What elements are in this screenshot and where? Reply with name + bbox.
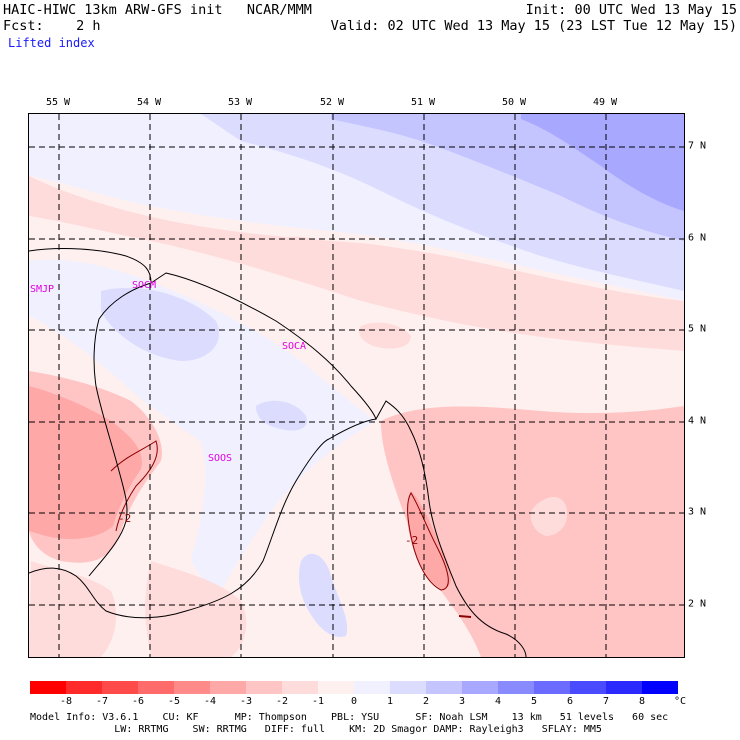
- colorbar-swatch: [642, 681, 678, 694]
- lat-label: 6 N: [688, 232, 707, 244]
- lat-label: 3 N: [688, 506, 707, 518]
- lon-label: 52 W: [319, 97, 345, 108]
- colorbar-tick-label: -2: [275, 696, 289, 707]
- colorbar-tick-label: -5: [167, 696, 181, 707]
- lon-label: 53 W: [227, 97, 253, 108]
- colorbar-tick-label: 8: [638, 696, 646, 707]
- station-socm: SOCM: [132, 280, 157, 291]
- colorbar-swatch: [570, 681, 606, 694]
- colorbar-swatch: [390, 681, 426, 694]
- colorbar-tick-label: 5: [530, 696, 538, 707]
- lifted-index-map: [28, 113, 685, 658]
- colorbar: [30, 681, 678, 694]
- colorbar-swatch: [462, 681, 498, 694]
- station-smjp: SMJP: [30, 284, 55, 295]
- colorbar-swatch: [174, 681, 210, 694]
- field-name: Lifted index: [8, 36, 95, 50]
- colorbar-tick-label: -4: [203, 696, 217, 707]
- contour-label: -2: [118, 512, 132, 525]
- colorbar-swatch: [426, 681, 462, 694]
- colorbar-tick-label: 0: [350, 696, 358, 707]
- colorbar-tick-label: -6: [131, 696, 145, 707]
- title-line1: HAIC-HIWC 13km ARW-GFS init NCAR/MMM: [3, 2, 312, 18]
- lon-label: 55 W: [45, 97, 71, 108]
- station-soos: SOOS: [208, 453, 233, 464]
- colorbar-swatch: [102, 681, 138, 694]
- colorbar-swatch: [66, 681, 102, 694]
- colorbar-tick-label: -8: [59, 696, 73, 707]
- colorbar-swatch: [354, 681, 390, 694]
- forecast-hour: Fcst: 2 h: [3, 18, 101, 34]
- valid-time: Valid: 02 UTC Wed 13 May 15 (23 LST Tue …: [330, 18, 737, 34]
- model-info-line2: LW: RRTMG SW: RRTMG DIFF: full KM: 2D Sm…: [30, 724, 602, 735]
- model-info-line1: Model Info: V3.6.1 CU: KF MP: Thompson P…: [30, 712, 669, 723]
- colorbar-tick-label: 6: [566, 696, 574, 707]
- colorbar-tick-label: 2: [422, 696, 430, 707]
- colorbar-swatch: [282, 681, 318, 694]
- colorbar-tick-label: 4: [494, 696, 502, 707]
- colorbar-tick-label: 1: [386, 696, 394, 707]
- lat-label: 5 N: [688, 323, 707, 335]
- colorbar-tick-label: -3: [239, 696, 253, 707]
- colorbar-unit: °C: [673, 696, 687, 707]
- lon-label: 54 W: [136, 97, 162, 108]
- lon-label: 51 W: [410, 97, 436, 108]
- colorbar-tick-label: 3: [458, 696, 466, 707]
- colorbar-swatch: [210, 681, 246, 694]
- colorbar-swatch: [318, 681, 354, 694]
- lat-label: 7 N: [688, 140, 707, 152]
- lat-label: 2 N: [688, 598, 707, 610]
- init-time: Init: 00 UTC Wed 13 May 15: [525, 2, 737, 18]
- colorbar-tick-label: -1: [311, 696, 325, 707]
- colorbar-swatch: [138, 681, 174, 694]
- colorbar-swatch: [534, 681, 570, 694]
- colorbar-swatch: [498, 681, 534, 694]
- lon-label: 49 W: [592, 97, 618, 108]
- colorbar-tick-label: -7: [95, 696, 109, 707]
- colorbar-swatch: [246, 681, 282, 694]
- colorbar-swatch: [606, 681, 642, 694]
- lat-label: 4 N: [688, 415, 707, 427]
- lon-label: 50 W: [501, 97, 527, 108]
- map-field: [29, 114, 684, 657]
- contour-label: -2: [405, 534, 419, 547]
- colorbar-swatch: [30, 681, 66, 694]
- station-soca: SOCA: [282, 341, 307, 352]
- colorbar-tick-label: 7: [602, 696, 610, 707]
